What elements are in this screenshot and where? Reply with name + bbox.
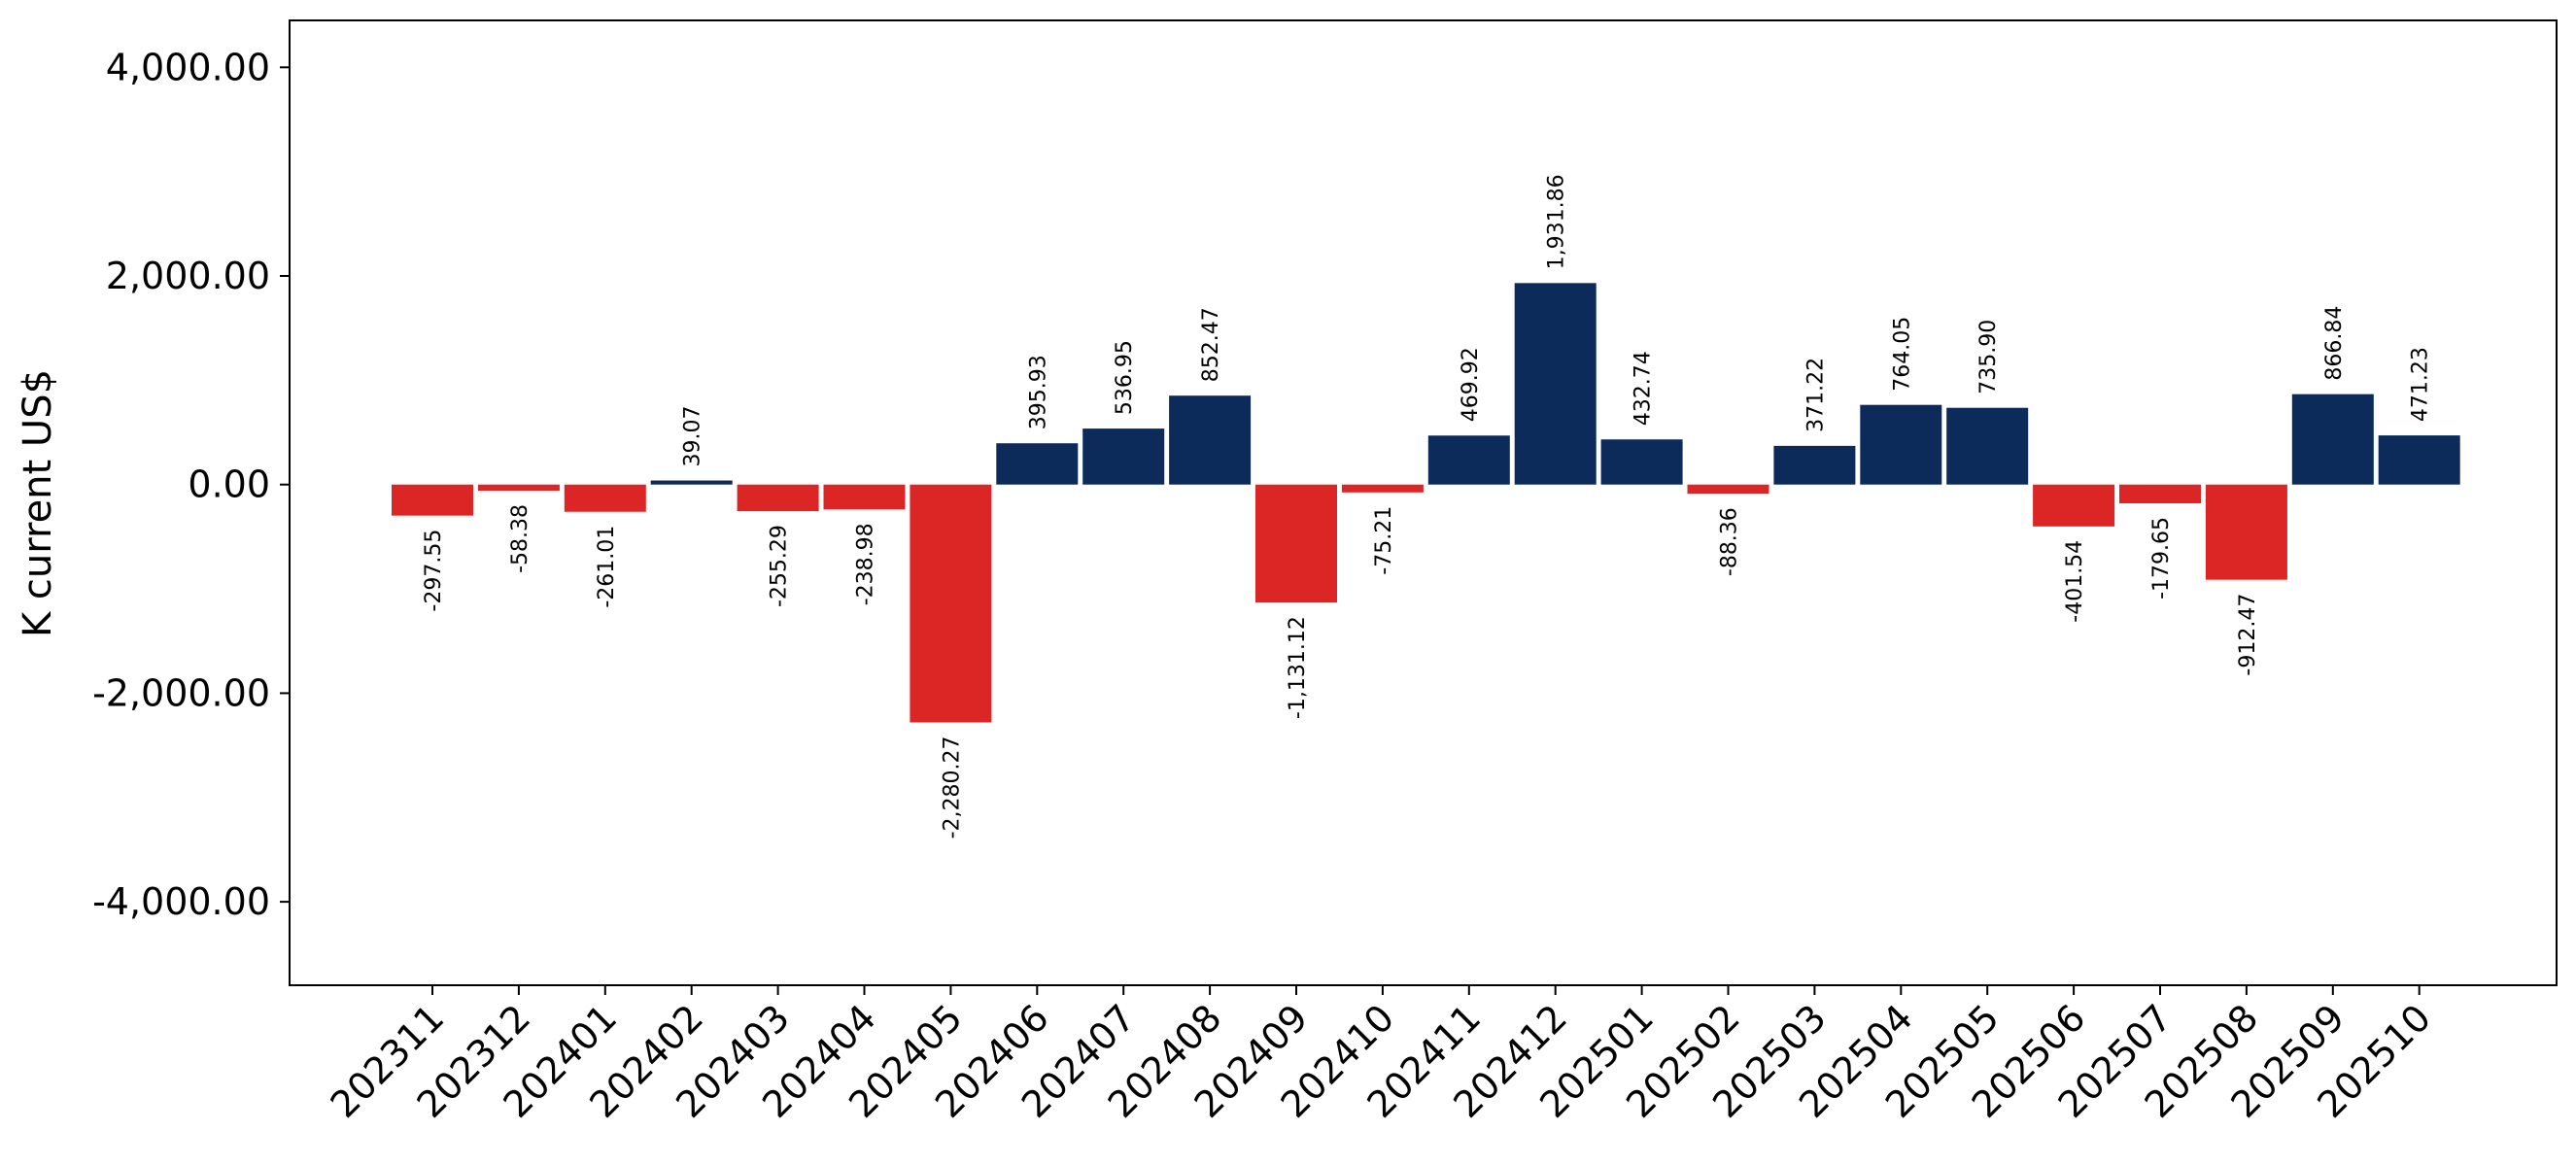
bar (564, 484, 646, 512)
data-label: -912.47 (2236, 594, 2260, 676)
bar (392, 484, 473, 516)
data-label: 471.23 (2409, 347, 2433, 422)
bar (1341, 484, 1424, 493)
bar (823, 484, 906, 510)
data-label: -88.36 (1718, 507, 1742, 576)
data-label: 39.07 (681, 406, 705, 467)
y-tick-label: 4,000.00 (106, 46, 270, 88)
data-label: 395.93 (1026, 355, 1050, 429)
data-label: 764.05 (1890, 317, 1914, 392)
y-tick-label: 2,000.00 (106, 255, 270, 297)
bars-layer: -297.55 -58.38 -261.01 39.07 -255.29 -238.98 -… (392, 174, 2460, 839)
bar (2378, 435, 2460, 485)
data-label: 866.84 (2322, 306, 2347, 381)
bar (1600, 439, 1683, 485)
bar (1946, 407, 2029, 485)
bar (1082, 428, 1165, 485)
bar (910, 484, 992, 723)
data-label: 371.22 (1803, 358, 1828, 432)
bar (2291, 394, 2374, 485)
bar (737, 484, 819, 512)
data-label: -2,280.27 (940, 737, 964, 839)
data-label: 852.47 (1199, 307, 1223, 382)
data-label: -401.54 (2063, 540, 2087, 623)
data-label: -179.65 (2149, 517, 2174, 600)
bar (477, 484, 560, 491)
data-label: -255.29 (768, 525, 792, 607)
bar (1687, 484, 1769, 495)
data-label: 469.92 (1459, 347, 1483, 422)
y-tick-label: -4,000.00 (92, 880, 270, 923)
data-label: -261.01 (595, 526, 619, 608)
bar (2205, 484, 2287, 580)
data-label: -1,131.12 (1286, 616, 1310, 719)
bar (1514, 283, 1597, 485)
bar (996, 443, 1079, 485)
data-label: -58.38 (508, 504, 532, 573)
bar (650, 480, 733, 485)
bar (2033, 484, 2115, 527)
bar (1860, 404, 1942, 485)
bar (1255, 484, 1337, 603)
data-label: 1,931.86 (1545, 174, 1569, 269)
bar (1169, 395, 1252, 485)
data-label: 432.74 (1631, 351, 1656, 426)
data-label: -75.21 (1372, 506, 1396, 575)
data-label: 735.90 (1976, 320, 2001, 394)
bar (1773, 445, 1856, 485)
data-label: 536.95 (1113, 340, 1137, 415)
y-axis-title: K current US$ (16, 369, 60, 637)
bar (2119, 484, 2201, 503)
y-tick-label: -2,000.00 (92, 671, 270, 714)
y-tick-label: 0.00 (188, 463, 270, 506)
data-label: -297.55 (422, 530, 446, 612)
bar (1427, 435, 1510, 485)
data-label: -238.98 (854, 523, 878, 605)
plot-area-frame (289, 19, 2558, 986)
